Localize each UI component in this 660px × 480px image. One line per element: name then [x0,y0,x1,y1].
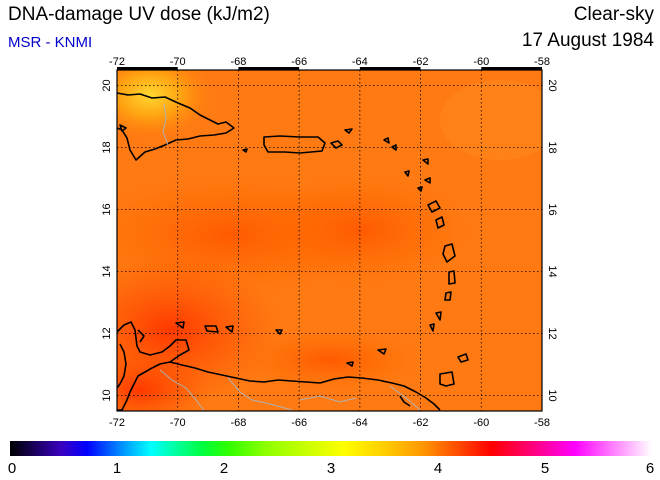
lat-tick-label: 10 [101,389,113,401]
lat-ticks-right: 20 18 16 14 12 10 [546,79,558,401]
colorbar-label: 6 [645,460,655,477]
colorbar-label: 2 [219,460,229,477]
lat-ticks-left: 20 18 16 14 12 10 [101,79,113,401]
lon-tick-label: -58 [534,56,550,68]
lon-tick-label: -72 [109,56,125,68]
lon-tick-label: -70 [170,56,186,68]
colorbar-label: 0 [7,460,17,477]
coastlines [116,92,469,411]
lon-tick-label: -64 [352,56,368,68]
ruler-segment [481,67,542,70]
borders [159,103,421,411]
uv-field [117,70,542,411]
lon-tick-label: -72 [109,417,125,429]
lon-ticks-top: -72 -70 -68 -66 -64 -62 -60 -58 [109,56,550,68]
map-ruler [117,67,542,70]
map-frame [116,69,543,412]
colorbar-label: 5 [540,460,550,477]
lat-tick-label: 12 [101,327,113,339]
lat-tick-label: 20 [546,79,558,91]
colorbar-label: 1 [112,460,122,477]
lon-tick-label: -58 [534,417,550,429]
uv-dose-map: -72 -70 -68 -66 -64 -62 -60 -58 -72 -70 -68 -66 -64… [101,56,558,429]
ruler-segment [359,67,421,70]
lon-tick-label: -66 [291,56,307,68]
lat-tick-label: 18 [101,141,113,153]
colorbar [10,441,652,456]
lon-tick-label: -66 [291,417,307,429]
colorbar-label: 3 [326,460,336,477]
lon-tick-label: -64 [352,417,368,429]
lat-tick-label: 16 [546,203,558,215]
map-gridlines [117,70,542,411]
ruler-segment [117,67,178,70]
lon-tick-label: -60 [473,56,489,68]
lon-tick-label: -68 [230,56,246,68]
lat-tick-label: 14 [101,265,113,277]
credit-label: MSR - KNMI [8,34,93,51]
lat-tick-label: 18 [546,141,558,153]
lat-tick-label: 20 [101,79,113,91]
lon-ticks-bottom: -72 -70 -68 -66 -64 -62 -60 -58 [109,417,550,429]
lat-tick-label: 12 [546,327,558,339]
lon-tick-label: -68 [230,417,246,429]
lon-tick-label: -62 [413,56,429,68]
lon-tick-label: -60 [473,417,489,429]
lat-tick-label: 16 [101,203,113,215]
map-date: 17 August 1984 [521,30,654,51]
sky-condition: Clear-sky [573,4,654,25]
map-title: DNA-damage UV dose (kJ/m2) [8,4,270,25]
ruler-segment [238,67,300,70]
lon-tick-label: -70 [170,417,186,429]
lat-tick-label: 14 [546,265,558,277]
lat-tick-label: 10 [546,389,558,401]
lon-tick-label: -62 [413,417,429,429]
colorbar-label: 4 [433,460,443,477]
